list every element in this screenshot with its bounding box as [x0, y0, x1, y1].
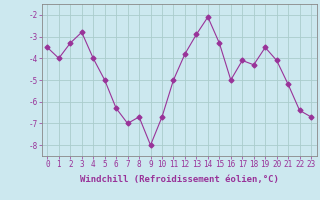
X-axis label: Windchill (Refroidissement éolien,°C): Windchill (Refroidissement éolien,°C) — [80, 175, 279, 184]
